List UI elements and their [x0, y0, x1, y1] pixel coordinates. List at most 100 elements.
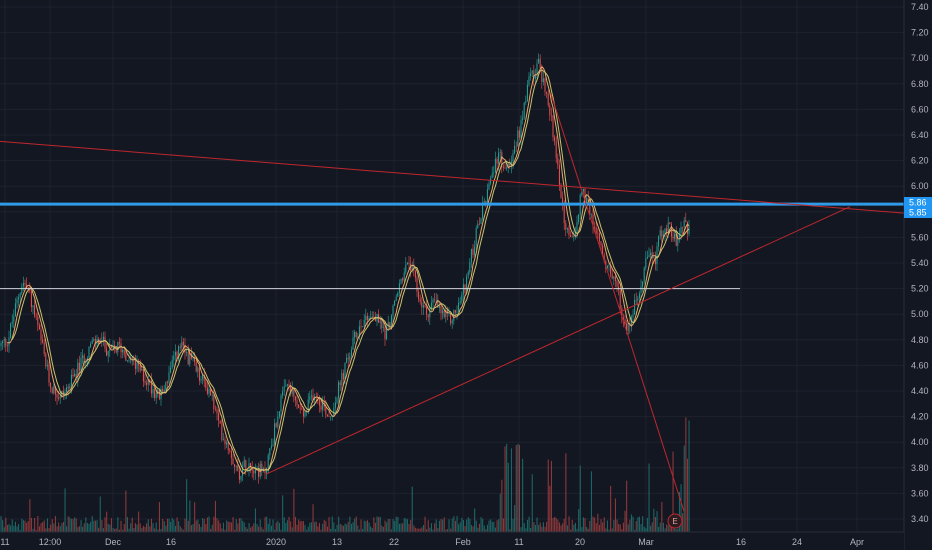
candle-body [106, 348, 108, 356]
candle-body [408, 262, 410, 264]
candle-body [104, 336, 106, 349]
volume-bar [653, 508, 655, 532]
volume-bar [294, 516, 296, 532]
candle-body [206, 388, 208, 394]
candle-body [582, 188, 584, 192]
volume-bar [250, 527, 252, 532]
volume-bar [483, 525, 485, 532]
volume-bar [205, 524, 207, 532]
candle-body [482, 202, 484, 219]
candle-body [344, 362, 346, 380]
candle-body [474, 246, 476, 256]
volume-bar [334, 528, 336, 532]
candle-body [578, 214, 580, 222]
candle-body [354, 331, 356, 338]
candle-body [437, 299, 439, 308]
volume-bar [2, 520, 4, 532]
candle-body [69, 386, 71, 389]
volume-bar [480, 517, 482, 532]
volume-bar [326, 526, 328, 532]
volume-bar [600, 519, 602, 532]
volume-bar [85, 517, 87, 532]
volume-bar [515, 445, 517, 532]
candle-body [520, 120, 522, 138]
candle-body [682, 227, 684, 228]
candle-body [18, 297, 20, 300]
candle-body [379, 320, 381, 323]
earnings-marker[interactable]: E [667, 513, 683, 529]
volume-bar [245, 527, 247, 532]
volume-bar [298, 519, 300, 532]
candle-body [181, 341, 183, 348]
volume-bar [371, 527, 373, 532]
volume-bar [21, 518, 23, 532]
earnings-label: E [672, 517, 677, 526]
candle-body [678, 233, 680, 238]
volume-bar [558, 522, 560, 532]
volume-bar [354, 518, 356, 532]
candle-body [573, 235, 575, 238]
volume-bar [547, 459, 549, 532]
price-axis[interactable]: 7.407.207.006.806.606.406.206.005.805.60… [903, 0, 932, 550]
volume-bar [574, 522, 576, 532]
candle-body [64, 392, 66, 396]
candle-body [587, 198, 589, 201]
candle-body [170, 367, 172, 373]
volume-bar [470, 525, 472, 532]
volume-bar [578, 509, 580, 532]
volume-bar [666, 524, 668, 532]
price-tick-label: 4.00 [911, 437, 929, 447]
volume-bar [664, 528, 666, 532]
candle-body [419, 299, 421, 302]
candle-body [512, 153, 514, 162]
candle-body [224, 439, 226, 445]
volume-bar [123, 524, 125, 532]
volume-bar [256, 523, 258, 532]
candle-body [525, 100, 527, 103]
volume-bar [437, 528, 439, 532]
volume-bar [339, 523, 341, 532]
volume-bar [160, 528, 162, 532]
candle-body [304, 411, 306, 417]
trend-line [265, 206, 851, 475]
candle-body [357, 337, 359, 338]
time-tick-label: 16 [736, 537, 746, 547]
candle-body [141, 368, 143, 371]
trend-line [550, 93, 685, 512]
candle-body [683, 220, 685, 228]
candle-body [504, 167, 506, 169]
candle-body [427, 314, 429, 318]
price-tick-label: 4.60 [911, 360, 929, 370]
candle-body [450, 312, 452, 324]
volume-bar [565, 453, 567, 532]
candle-body [462, 284, 464, 295]
candle-body [440, 306, 442, 314]
candle-body [576, 221, 578, 233]
volume-bar [56, 526, 58, 532]
candle-body [424, 305, 426, 307]
volume-bar [16, 526, 18, 532]
volume-bar [597, 513, 599, 532]
volume-bar [362, 528, 364, 532]
candle-body [414, 270, 416, 278]
price-tag-label: 5.85 [909, 208, 927, 218]
volume-bar [53, 523, 55, 532]
volume-bar [528, 516, 530, 532]
volume-bar [293, 488, 295, 532]
volume-bar [261, 527, 263, 532]
volume-bar [645, 528, 647, 532]
candle-body [46, 364, 48, 367]
volume-bar [643, 526, 645, 532]
volume-bar [291, 527, 293, 532]
candle-body [656, 246, 658, 265]
time-axis[interactable]: 11 12:00 Dec 16 2020 13 22 Feb 11 20 Mar 16 24 Apr [0, 531, 904, 550]
volume-bar [424, 516, 426, 532]
volume-bar [635, 520, 637, 532]
candle-body [67, 387, 69, 389]
candle-body [267, 455, 269, 469]
volume-bar [120, 520, 122, 532]
candle-body [165, 381, 167, 390]
candle-body [128, 359, 130, 361]
candle-body [88, 347, 90, 359]
